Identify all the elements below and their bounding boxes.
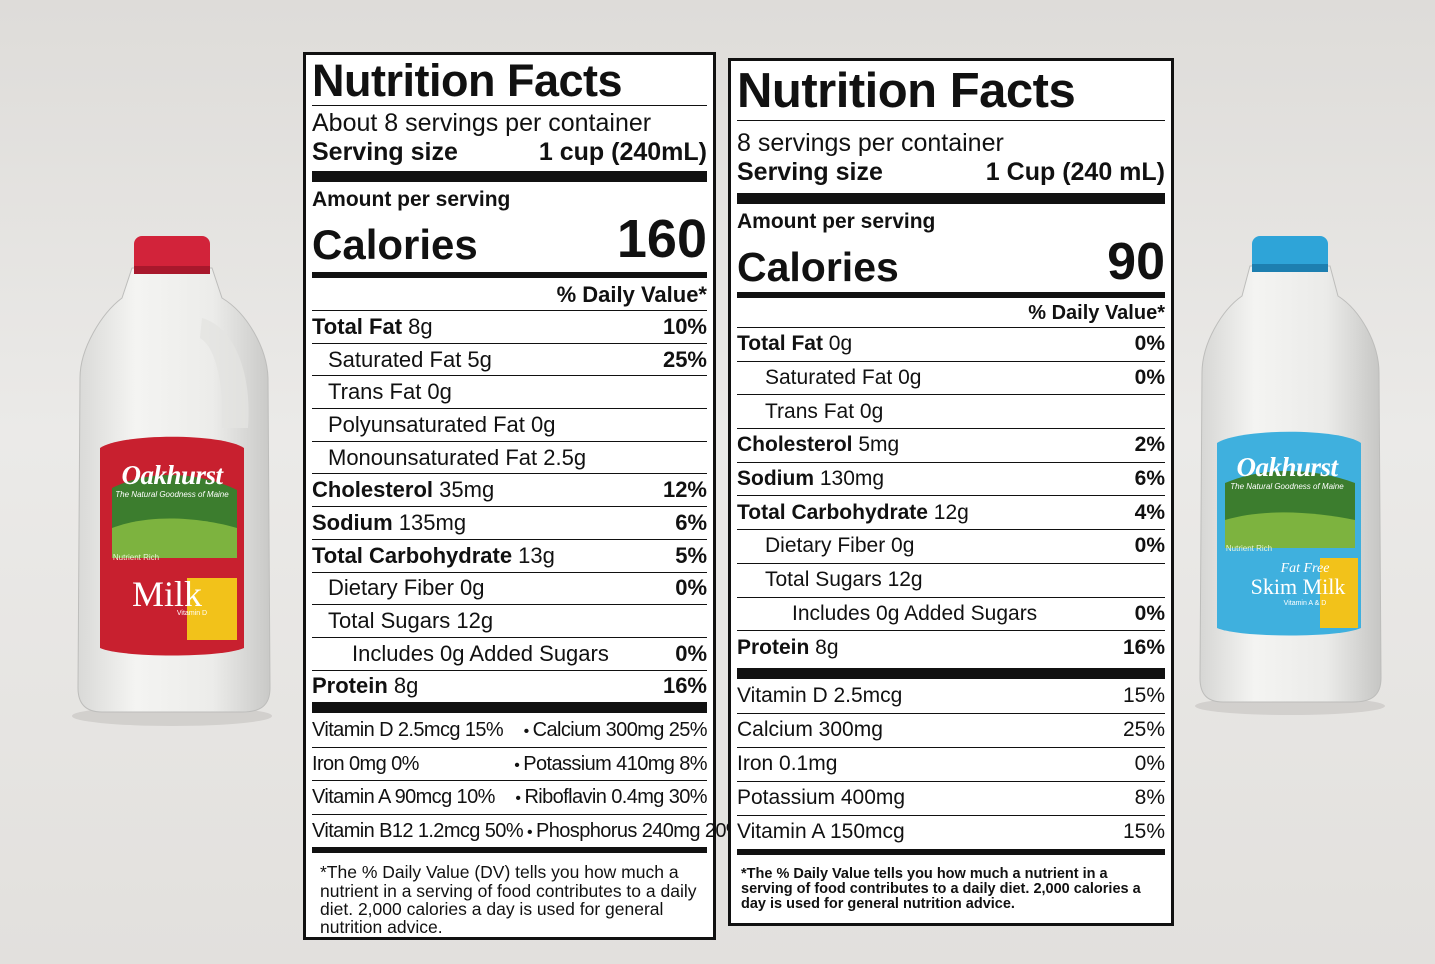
daily-value-header: % Daily Value* <box>1028 302 1165 324</box>
nutrient-row: Saturated Fat 5g 25% <box>312 342 707 376</box>
nutrient-row: Total Carbohydrate 12g 4% <box>737 495 1165 529</box>
vitamin-row: Vitamin A 90mcg 10% • Riboflavin 0.4mg 30% <box>312 780 708 814</box>
nutrient-row: Cholesterol 35mg 12% <box>312 473 707 506</box>
calories-label: Calories <box>312 221 478 268</box>
nutrient-row: Total Sugars 12g <box>312 604 707 637</box>
nutrition-facts-skim-milk: Nutrition Facts 8 servings per container… <box>728 58 1174 926</box>
nutrient-row: Dietary Fiber 0g 0% <box>312 571 707 605</box>
servings-per-container: 8 servings per container <box>737 129 1004 157</box>
daily-value-footnote: *The % Daily Value tells you how much a … <box>741 865 1141 913</box>
vitamin-row: Potassium 400mg 8% <box>737 780 1165 815</box>
nutrition-facts-whole-milk: Nutrition Facts About 8 servings per con… <box>303 52 744 940</box>
serving-size-value: 1 cup (240mL) <box>538 138 707 166</box>
nutrient-row: Sodium 130mg 6% <box>737 461 1165 496</box>
brand-tagline: The Natural Goodness of Maine <box>1230 482 1344 491</box>
serving-size-value: 1 Cup (240 mL) <box>985 158 1165 186</box>
daily-value-footnote: *The % Daily Value (DV) tells you how mu… <box>320 862 697 938</box>
calories-value: 160 <box>616 209 707 269</box>
nutrient-row: Monounsaturated Fat 2.5g <box>312 440 707 474</box>
skim-milk-jug-shape <box>1195 236 1385 715</box>
nutrient-row: Polyunsaturated Fat 0g <box>312 408 707 441</box>
amount-per-serving: Amount per serving <box>737 210 936 233</box>
nutrient-badge: Nutrient Rich <box>1225 544 1273 553</box>
nutrient-row: Protein 8g 16% <box>737 630 1165 664</box>
whole-milk-jug: Oakhurst The Natural Goodness of Maine N… <box>72 228 277 728</box>
nutrient-row: Sodium 135mg 6% <box>312 506 707 539</box>
serving-size: Serving size 1 cup (240mL) <box>312 138 707 167</box>
serving-size: Serving size 1 Cup (240 mL) <box>737 158 1165 187</box>
nutrient-row: Total Fat 8g 10% <box>312 310 707 343</box>
amount-per-serving: Amount per serving <box>312 188 511 211</box>
vitamin-row: Vitamin B12 1.2mcg 50% • Phosphorus 240mg … <box>312 813 744 848</box>
calories-row: Calories 90 <box>737 236 1165 288</box>
fat-free-label: Fat Free <box>1280 561 1330 576</box>
vitamin-row: Iron 0.1mg 0% <box>737 746 1165 781</box>
brand-logo-text: Oakhurst <box>121 460 223 490</box>
daily-value-header: % Daily Value* <box>556 282 707 307</box>
nutrient-row: Protein 8g 16% <box>312 669 707 703</box>
product-vitamin: Vitamin A & D <box>1283 600 1327 607</box>
product-name: Milk <box>131 574 202 614</box>
nutrient-row: Total Carbohydrate 13g 5% <box>312 538 707 572</box>
nutrient-row: Includes 0g Added Sugars 0% <box>312 636 707 670</box>
nutrient-row: Dietary Fiber 0g 0% <box>737 529 1165 563</box>
nutrient-badge: Nutrient Rich <box>112 553 160 562</box>
servings-per-container: About 8 servings per container <box>312 109 652 137</box>
calories-label: Calories <box>737 244 899 290</box>
nutrient-row: Trans Fat 0g <box>737 394 1165 428</box>
serving-size-label: Serving size <box>737 158 883 186</box>
panel-title: Nutrition Facts <box>737 64 1076 118</box>
calories-value: 90 <box>1107 233 1165 291</box>
vitamin-row: Calcium 300mg 25% <box>737 712 1165 747</box>
vitamin-row: Iron 0mg 0% • Potassium 410mg 8% <box>312 746 708 781</box>
product-vitamin: Vitamin D <box>176 610 208 617</box>
vitamin-row: Vitamin D 2.5mcg 15% • Calcium 300mg 25% <box>312 718 708 741</box>
nutrient-row: Trans Fat 0g <box>312 375 707 408</box>
nutrient-row: Saturated Fat 0g 0% <box>737 360 1165 395</box>
vitamin-row: Vitamin A 150mcg 15% <box>737 814 1165 849</box>
brand-tagline: The Natural Goodness of Maine <box>115 490 229 499</box>
panel-title: Nutrition Facts <box>312 55 623 106</box>
whole-milk-jug-shape <box>72 236 272 726</box>
nutrient-row: Cholesterol 5mg 2% <box>737 428 1165 462</box>
serving-size-label: Serving size <box>312 138 458 166</box>
product-name: Skim Milk <box>1250 574 1346 599</box>
nutrient-row: Includes 0g Added Sugars 0% <box>737 596 1165 631</box>
nutrient-row: Total Sugars 12g <box>737 562 1165 597</box>
brand-logo-text: Oakhurst <box>1236 452 1338 482</box>
skim-milk-jug: Oakhurst The Natural Goodness of Maine N… <box>1195 228 1385 718</box>
calories-row: Calories 160 <box>312 212 707 266</box>
nutrient-row: Total Fat 0g 0% <box>737 327 1165 361</box>
vitamin-row: Vitamin D 2.5mcg 15% <box>737 683 1165 707</box>
